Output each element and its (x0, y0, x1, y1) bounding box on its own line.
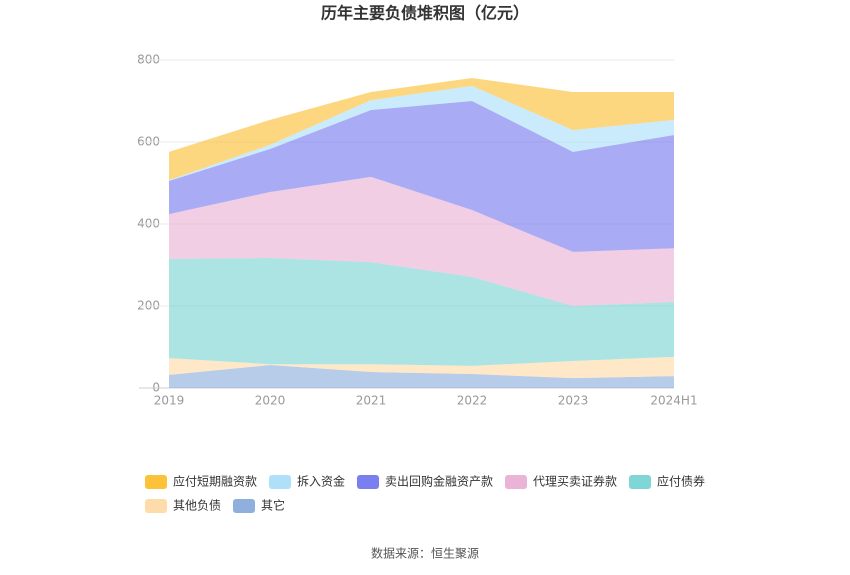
legend-label: 其他负债 (173, 499, 221, 513)
x-tick-label: 2023 (558, 394, 589, 408)
legend-swatch (233, 499, 255, 513)
area (169, 78, 674, 181)
x-tick-label: 2022 (457, 394, 488, 408)
legend-label: 应付短期融资款 (173, 474, 257, 489)
legend-swatch (357, 475, 379, 489)
legend-swatch (269, 475, 291, 489)
area (169, 101, 674, 252)
area (169, 85, 674, 181)
x-tick-label: 2024H1 (650, 394, 697, 408)
legend-swatch (629, 475, 651, 489)
legend-swatch (145, 475, 167, 489)
area (169, 356, 674, 379)
area (169, 176, 674, 306)
legend-label: 其它 (261, 498, 285, 513)
x-tick-label: 2020 (255, 394, 286, 408)
legend-swatch (505, 475, 527, 489)
legend-label: 代理买卖证券款 (533, 474, 617, 489)
x-tick-label: 2021 (356, 394, 387, 408)
area (169, 258, 674, 366)
legend-label: 拆入资金 (297, 474, 345, 489)
x-tick-label: 2019 (154, 394, 185, 408)
source-note: 数据来源：恒生聚源 (371, 546, 479, 561)
legend-label: 应付债券 (657, 474, 705, 489)
legend-label: 卖出回购金融资产款 (385, 474, 493, 489)
legend-swatch (145, 499, 167, 513)
area (169, 365, 674, 388)
chart-title: 历年主要负债堆积图（亿元） (321, 4, 529, 23)
